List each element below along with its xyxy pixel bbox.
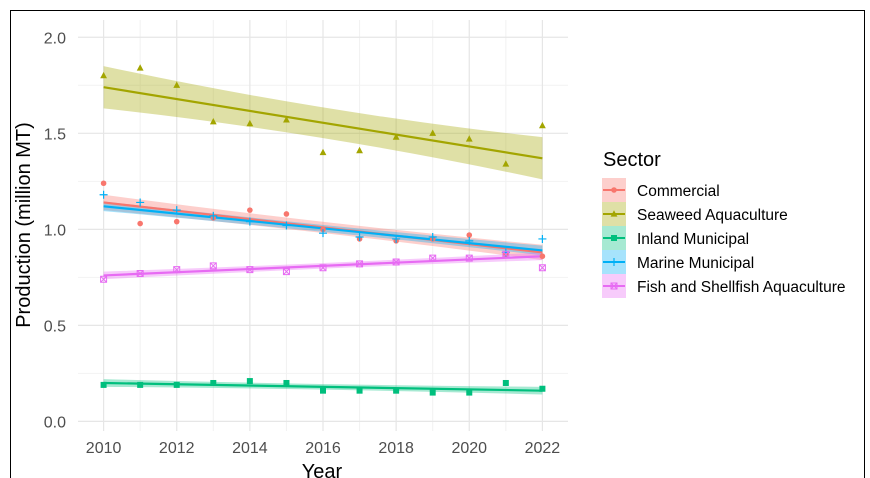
data-point: [465, 135, 473, 142]
data-point: [100, 275, 108, 283]
data-point: [245, 217, 254, 226]
data-point: [100, 381, 107, 388]
data-point: [502, 250, 510, 258]
y-tick-label: 0.0: [44, 414, 66, 431]
data-point: [99, 190, 108, 199]
legend-key-marker: [610, 210, 618, 217]
data-point: [210, 379, 217, 386]
data-point: [539, 121, 546, 129]
data-point: [247, 207, 253, 213]
data-point: [429, 129, 437, 136]
data-point: [173, 381, 180, 388]
legend-label: Inland Municipal: [637, 231, 749, 248]
x-tick-label: 2012: [159, 440, 195, 457]
y-tick-label: 1.5: [44, 126, 66, 143]
data-point: [355, 233, 364, 242]
data-point: [466, 389, 473, 396]
data-point: [283, 379, 290, 386]
chart-frame: [10, 10, 865, 478]
data-point: [173, 266, 181, 274]
data-point: [246, 119, 254, 127]
data-point: [209, 211, 218, 220]
trend-line: [103, 86, 543, 160]
legend-key-marker: [610, 282, 618, 290]
legend-label: Commercial: [637, 183, 720, 200]
legend-key-marker: [611, 187, 617, 193]
data-point: [136, 198, 145, 207]
data-point: [137, 381, 144, 388]
data-point: [356, 146, 363, 154]
x-tick-label: 2014: [232, 440, 268, 457]
data-point: [392, 234, 401, 243]
x-axis-label: Year: [302, 461, 343, 478]
data-point: [538, 234, 547, 243]
data-point: [392, 258, 400, 266]
data-point: [319, 229, 327, 238]
data-point: [282, 221, 291, 230]
data-point: [465, 254, 473, 262]
x-tick-label: 2010: [86, 440, 122, 457]
legend-label: Fish and Shellfish Aquaculture: [637, 279, 846, 296]
data-point: [173, 81, 181, 88]
x-tick-label: 2016: [305, 440, 341, 457]
data-point: [246, 266, 254, 274]
data-point: [538, 264, 546, 272]
legend-label: Seaweed Aquaculture: [637, 207, 788, 224]
data-point: [319, 148, 327, 156]
x-tick-label: 2022: [525, 440, 561, 457]
legend-key-marker: [611, 235, 617, 241]
data-point: [246, 378, 253, 385]
data-point: [392, 133, 400, 140]
y-axis-label: Production (million MT): [13, 122, 35, 328]
data-point: [356, 387, 363, 394]
y-tick-label: 2.0: [44, 30, 66, 47]
legend-key-marker: [610, 258, 618, 266]
data-point: [173, 218, 180, 225]
x-tick-labels: 2010 2012 2014 2016 2018 2020 2022: [86, 440, 561, 457]
data-point: [100, 71, 107, 79]
data-point: [136, 270, 144, 278]
data-point: [209, 117, 217, 125]
data-point: [356, 260, 364, 268]
legend-items: Commercial Seaweed Aquaculture Inland Muni…: [602, 178, 846, 298]
y-tick-label: 0.5: [44, 318, 66, 335]
x-tick-label: 2020: [451, 440, 487, 457]
data-point: [136, 64, 144, 71]
data-point: [429, 389, 436, 396]
legend: Sector Commercial Seaweed Aquaculture Inla…: [602, 149, 846, 298]
data-point: [283, 116, 290, 123]
legend-title: Sector: [603, 149, 661, 171]
data-point: [283, 211, 290, 217]
data-point: [209, 262, 217, 270]
legend-label: Marine Municipal: [637, 255, 754, 272]
data-point: [172, 206, 181, 215]
data-point: [100, 180, 107, 187]
data-point: [502, 160, 510, 167]
data-point: [319, 264, 327, 272]
data-point: [429, 254, 437, 262]
data-point: [539, 253, 546, 260]
data-point: [502, 379, 509, 386]
data-point: [137, 220, 143, 227]
data-points: [99, 64, 547, 396]
y-tick-label: 1.0: [44, 222, 66, 239]
data-point: [466, 232, 473, 238]
data-point: [428, 233, 437, 242]
y-tick-labels: 0.0 0.5 1.0 1.5 2.0: [44, 30, 66, 431]
x-tick-label: 2018: [378, 440, 414, 457]
data-point: [282, 268, 290, 276]
data-point: [465, 236, 474, 245]
data-point: [393, 387, 400, 394]
data-point: [539, 385, 546, 392]
data-point: [320, 387, 326, 394]
